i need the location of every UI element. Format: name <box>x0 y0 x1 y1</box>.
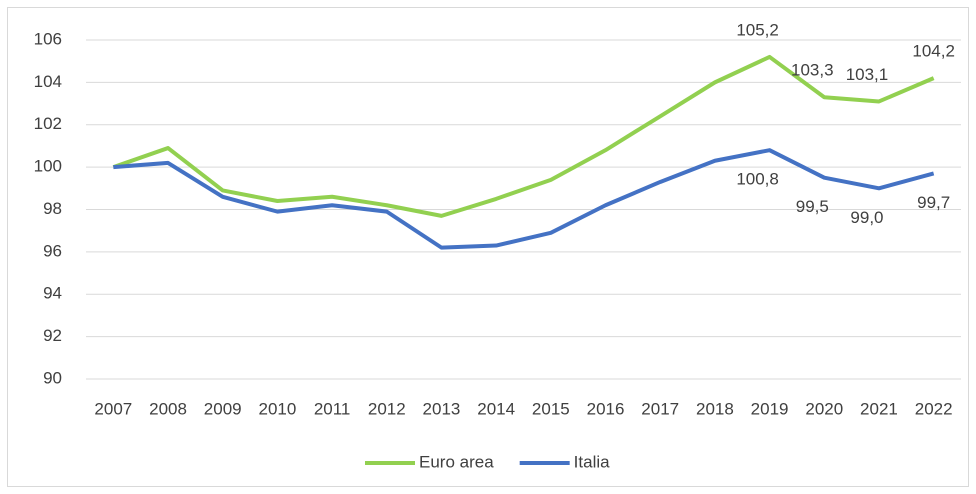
x-tick-label: 2021 <box>860 399 898 418</box>
y-tick-label: 104 <box>34 72 62 91</box>
data-label: 100,8 <box>736 170 779 189</box>
x-tick-label: 2008 <box>149 399 187 418</box>
x-tick-label: 2009 <box>204 399 242 418</box>
y-tick-label: 102 <box>34 114 62 133</box>
data-label: 99,0 <box>850 208 883 227</box>
series-line <box>113 148 935 250</box>
x-tick-label: 2017 <box>641 399 679 418</box>
x-tick-label: 2015 <box>532 399 570 418</box>
data-label: 105,2 <box>736 20 779 39</box>
x-tick-label: 2019 <box>751 399 789 418</box>
y-tick-label: 106 <box>34 29 62 48</box>
x-tick-label: 2022 <box>915 399 953 418</box>
x-tick-label: 2007 <box>94 399 132 418</box>
data-label: 103,1 <box>846 65 889 84</box>
y-tick-label: 98 <box>43 199 62 218</box>
series-line <box>112 54 935 218</box>
x-tick-label: 2013 <box>423 399 461 418</box>
data-label: 103,3 <box>791 61 834 80</box>
data-label: 104,2 <box>912 42 955 61</box>
y-tick-label: 100 <box>34 157 62 176</box>
y-tick-label: 90 <box>43 368 62 387</box>
data-label: 99,7 <box>917 193 950 212</box>
legend-label: Euro area <box>419 452 494 471</box>
x-tick-label: 2011 <box>314 399 351 418</box>
x-tick-label: 2018 <box>696 399 734 418</box>
y-tick-label: 92 <box>43 326 62 345</box>
x-tick-label: 2014 <box>477 399 515 418</box>
data-label: 99,5 <box>796 197 829 216</box>
x-tick-label: 2012 <box>368 399 406 418</box>
y-tick-label: 96 <box>43 241 62 260</box>
legend-label: Italia <box>574 452 610 471</box>
y-tick-label: 94 <box>43 284 62 303</box>
x-tick-label: 2010 <box>258 399 296 418</box>
x-tick-label: 2016 <box>587 399 625 418</box>
x-tick-label: 2020 <box>805 399 843 418</box>
